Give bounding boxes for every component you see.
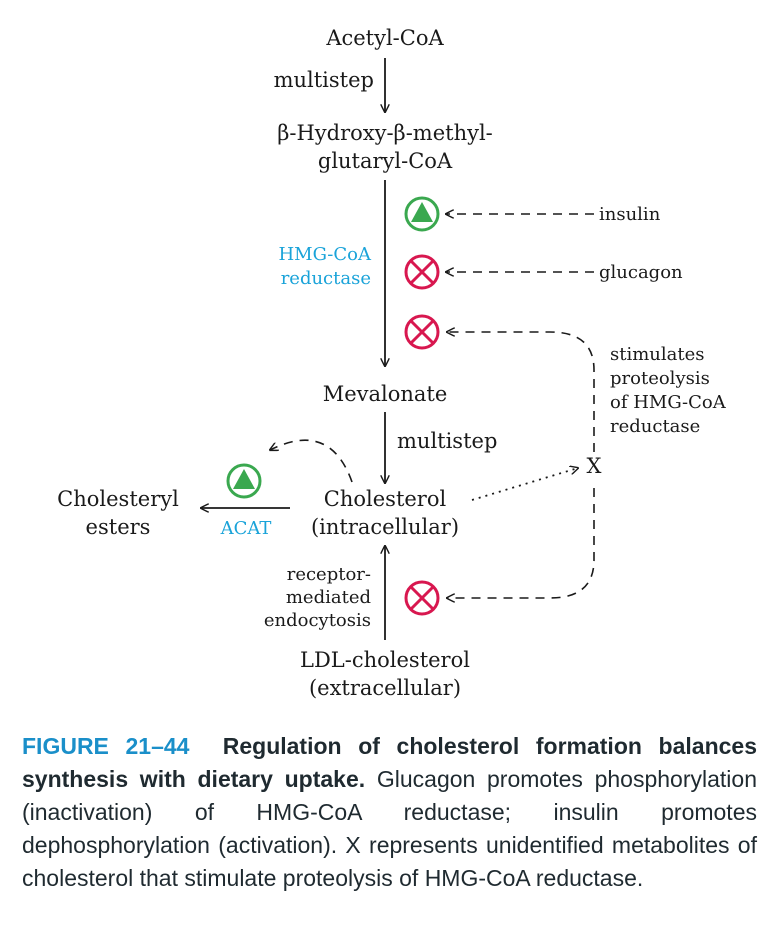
hmg-coa-reductase-label-line1: HMG-CoA: [278, 244, 372, 265]
multistep-label-1: multistep: [274, 68, 374, 92]
hmg-coa-reductase-label-line2: reductase: [281, 268, 371, 289]
x-to-ldl-inhibition-dashed-arrow: [447, 488, 595, 598]
figure-caption: FIGURE 21–44 Regulation of cholesterol f…: [22, 730, 757, 895]
cholesterol-to-x-dotted-arrow: [471, 468, 578, 501]
cholesterol-node-line1: Cholesterol: [324, 487, 447, 511]
cholesterol-node-line2: (intracellular): [311, 515, 459, 539]
cholesterol-to-acat-dashed-arrow: [270, 439, 353, 483]
acat-activation-icon: [226, 463, 262, 499]
cholesteryl-esters-node-line2: esters: [86, 515, 151, 539]
stimulates-proteolysis-label-line1: stimulates: [610, 344, 705, 365]
hmg-coa-node-line2: glutaryl-CoA: [318, 149, 453, 173]
glucagon-inhibition-icon: [404, 254, 440, 290]
x-to-reductase-dashed-arrow: [447, 332, 595, 452]
stimulates-proteolysis-label-line2: proteolysis: [610, 368, 710, 389]
insulin-activation-icon: [404, 196, 440, 232]
figure-body: Glucagon promotes phosphorylation (inact…: [22, 766, 757, 891]
acat-label: ACAT: [220, 518, 272, 539]
receptor-mediated-label-line3: endocytosis: [264, 610, 371, 631]
acetyl-coa-node: Acetyl-CoA: [325, 26, 444, 50]
ldl-cholesterol-node-line2: (extracellular): [309, 676, 461, 700]
figure-title: Regulation of cholesterol formation bala…: [22, 733, 757, 792]
receptor-mediated-label-line2: mediated: [286, 587, 371, 608]
glucagon-label: glucagon: [599, 262, 683, 283]
stimulates-proteolysis-label-line3: of HMG-CoA: [610, 392, 727, 413]
proteolysis-inhibition-icon: [404, 314, 440, 350]
figure-label: FIGURE 21–44: [22, 733, 190, 759]
hmg-coa-node-line1: β-Hydroxy-β-methyl-: [277, 121, 493, 145]
receptor-mediated-label-line1: receptor-: [287, 564, 371, 585]
ldl-cholesterol-node-line1: LDL-cholesterol: [300, 648, 470, 672]
insulin-label: insulin: [599, 204, 661, 225]
stimulates-proteolysis-label-line4: reductase: [610, 416, 700, 437]
multistep-label-2: multistep: [397, 429, 497, 453]
mevalonate-node: Mevalonate: [323, 382, 448, 406]
x-metabolites-node: X: [587, 454, 602, 478]
ldl-uptake-inhibition-icon: [404, 580, 440, 616]
cholesterol-regulation-diagram: Acetyl-CoA β-Hydroxy-β-methyl- glutaryl-…: [57, 26, 727, 700]
cholesteryl-esters-node-line1: Cholesteryl: [57, 487, 179, 511]
